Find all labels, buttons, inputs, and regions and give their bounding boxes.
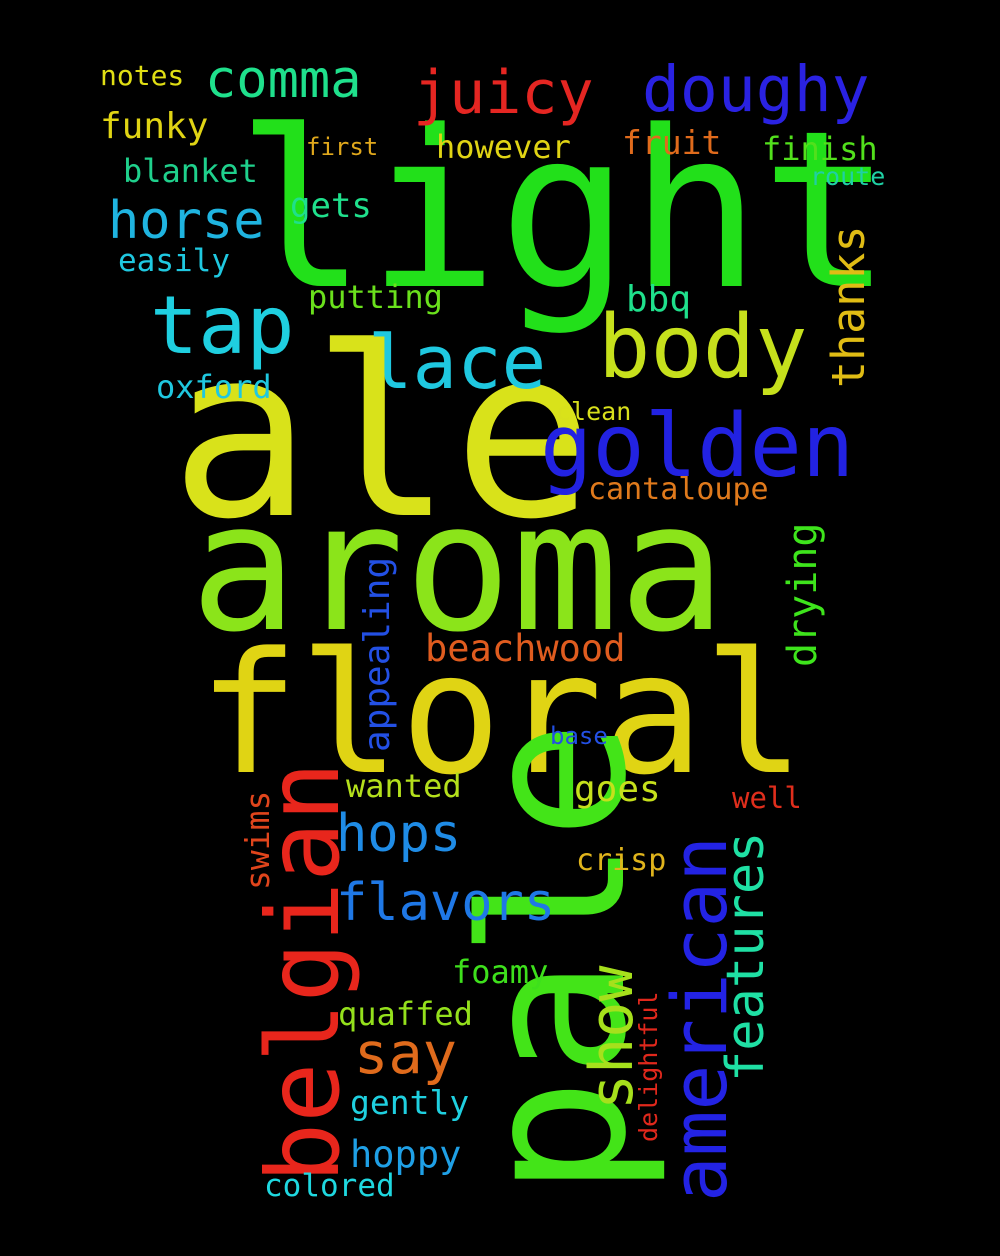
word-hops: hops	[336, 804, 462, 864]
word-well: well	[732, 781, 802, 815]
word-gets: gets	[290, 186, 372, 226]
word-features: features	[716, 831, 776, 1082]
word-easily: easily	[118, 243, 230, 279]
word-appealing: appealing	[357, 556, 398, 752]
word-blanket: blanket	[123, 152, 258, 190]
word-base: base	[550, 722, 608, 750]
word-lace: lace	[368, 320, 547, 406]
word-finish: finish	[762, 130, 878, 168]
word-hoppy: hoppy	[350, 1133, 462, 1176]
word-cantaloupe: cantaloupe	[588, 472, 769, 507]
word-light: light	[236, 85, 893, 338]
word-goes: goes	[574, 769, 661, 810]
word-floral: floral	[198, 616, 805, 812]
word-thanks: thanks	[822, 225, 875, 388]
word-horse: horse	[108, 191, 265, 251]
word-first: first	[306, 133, 379, 161]
word-foamy: foamy	[452, 953, 549, 991]
word-wanted: wanted	[346, 767, 462, 805]
word-say: say	[354, 1021, 457, 1087]
word-gently: gently	[350, 1083, 470, 1122]
word-tap: tap	[150, 279, 295, 372]
word-swims: swims	[238, 790, 277, 890]
word-juicy: juicy	[413, 58, 594, 128]
word-show: show	[577, 965, 647, 1111]
word-notes: notes	[100, 59, 185, 92]
word-drying: drying	[780, 522, 826, 668]
word-clean: clean	[556, 397, 632, 426]
word-ale: ale	[170, 298, 595, 571]
word-oxford: oxford	[156, 368, 272, 406]
word-golden: golden	[540, 395, 855, 497]
word-comma: comma	[205, 50, 362, 110]
word-fruit: fruit	[622, 123, 722, 162]
word-bbq: bbq	[626, 279, 692, 320]
word-beachwood: beachwood	[425, 627, 626, 670]
word-crisp: crisp	[576, 843, 667, 878]
word-putting: putting	[308, 278, 443, 316]
word-delightful: delightful	[634, 991, 663, 1142]
word-funky: funky	[100, 106, 209, 147]
word-quaffed: quaffed	[338, 995, 473, 1033]
word-route: route	[810, 162, 886, 191]
word-however: however	[436, 128, 571, 166]
word-body: body	[598, 296, 808, 398]
word-flavors: flavors	[336, 873, 556, 933]
word-doughy: doughy	[642, 53, 870, 126]
word-colored: colored	[264, 1168, 395, 1204]
word-aroma: aroma	[190, 464, 726, 671]
